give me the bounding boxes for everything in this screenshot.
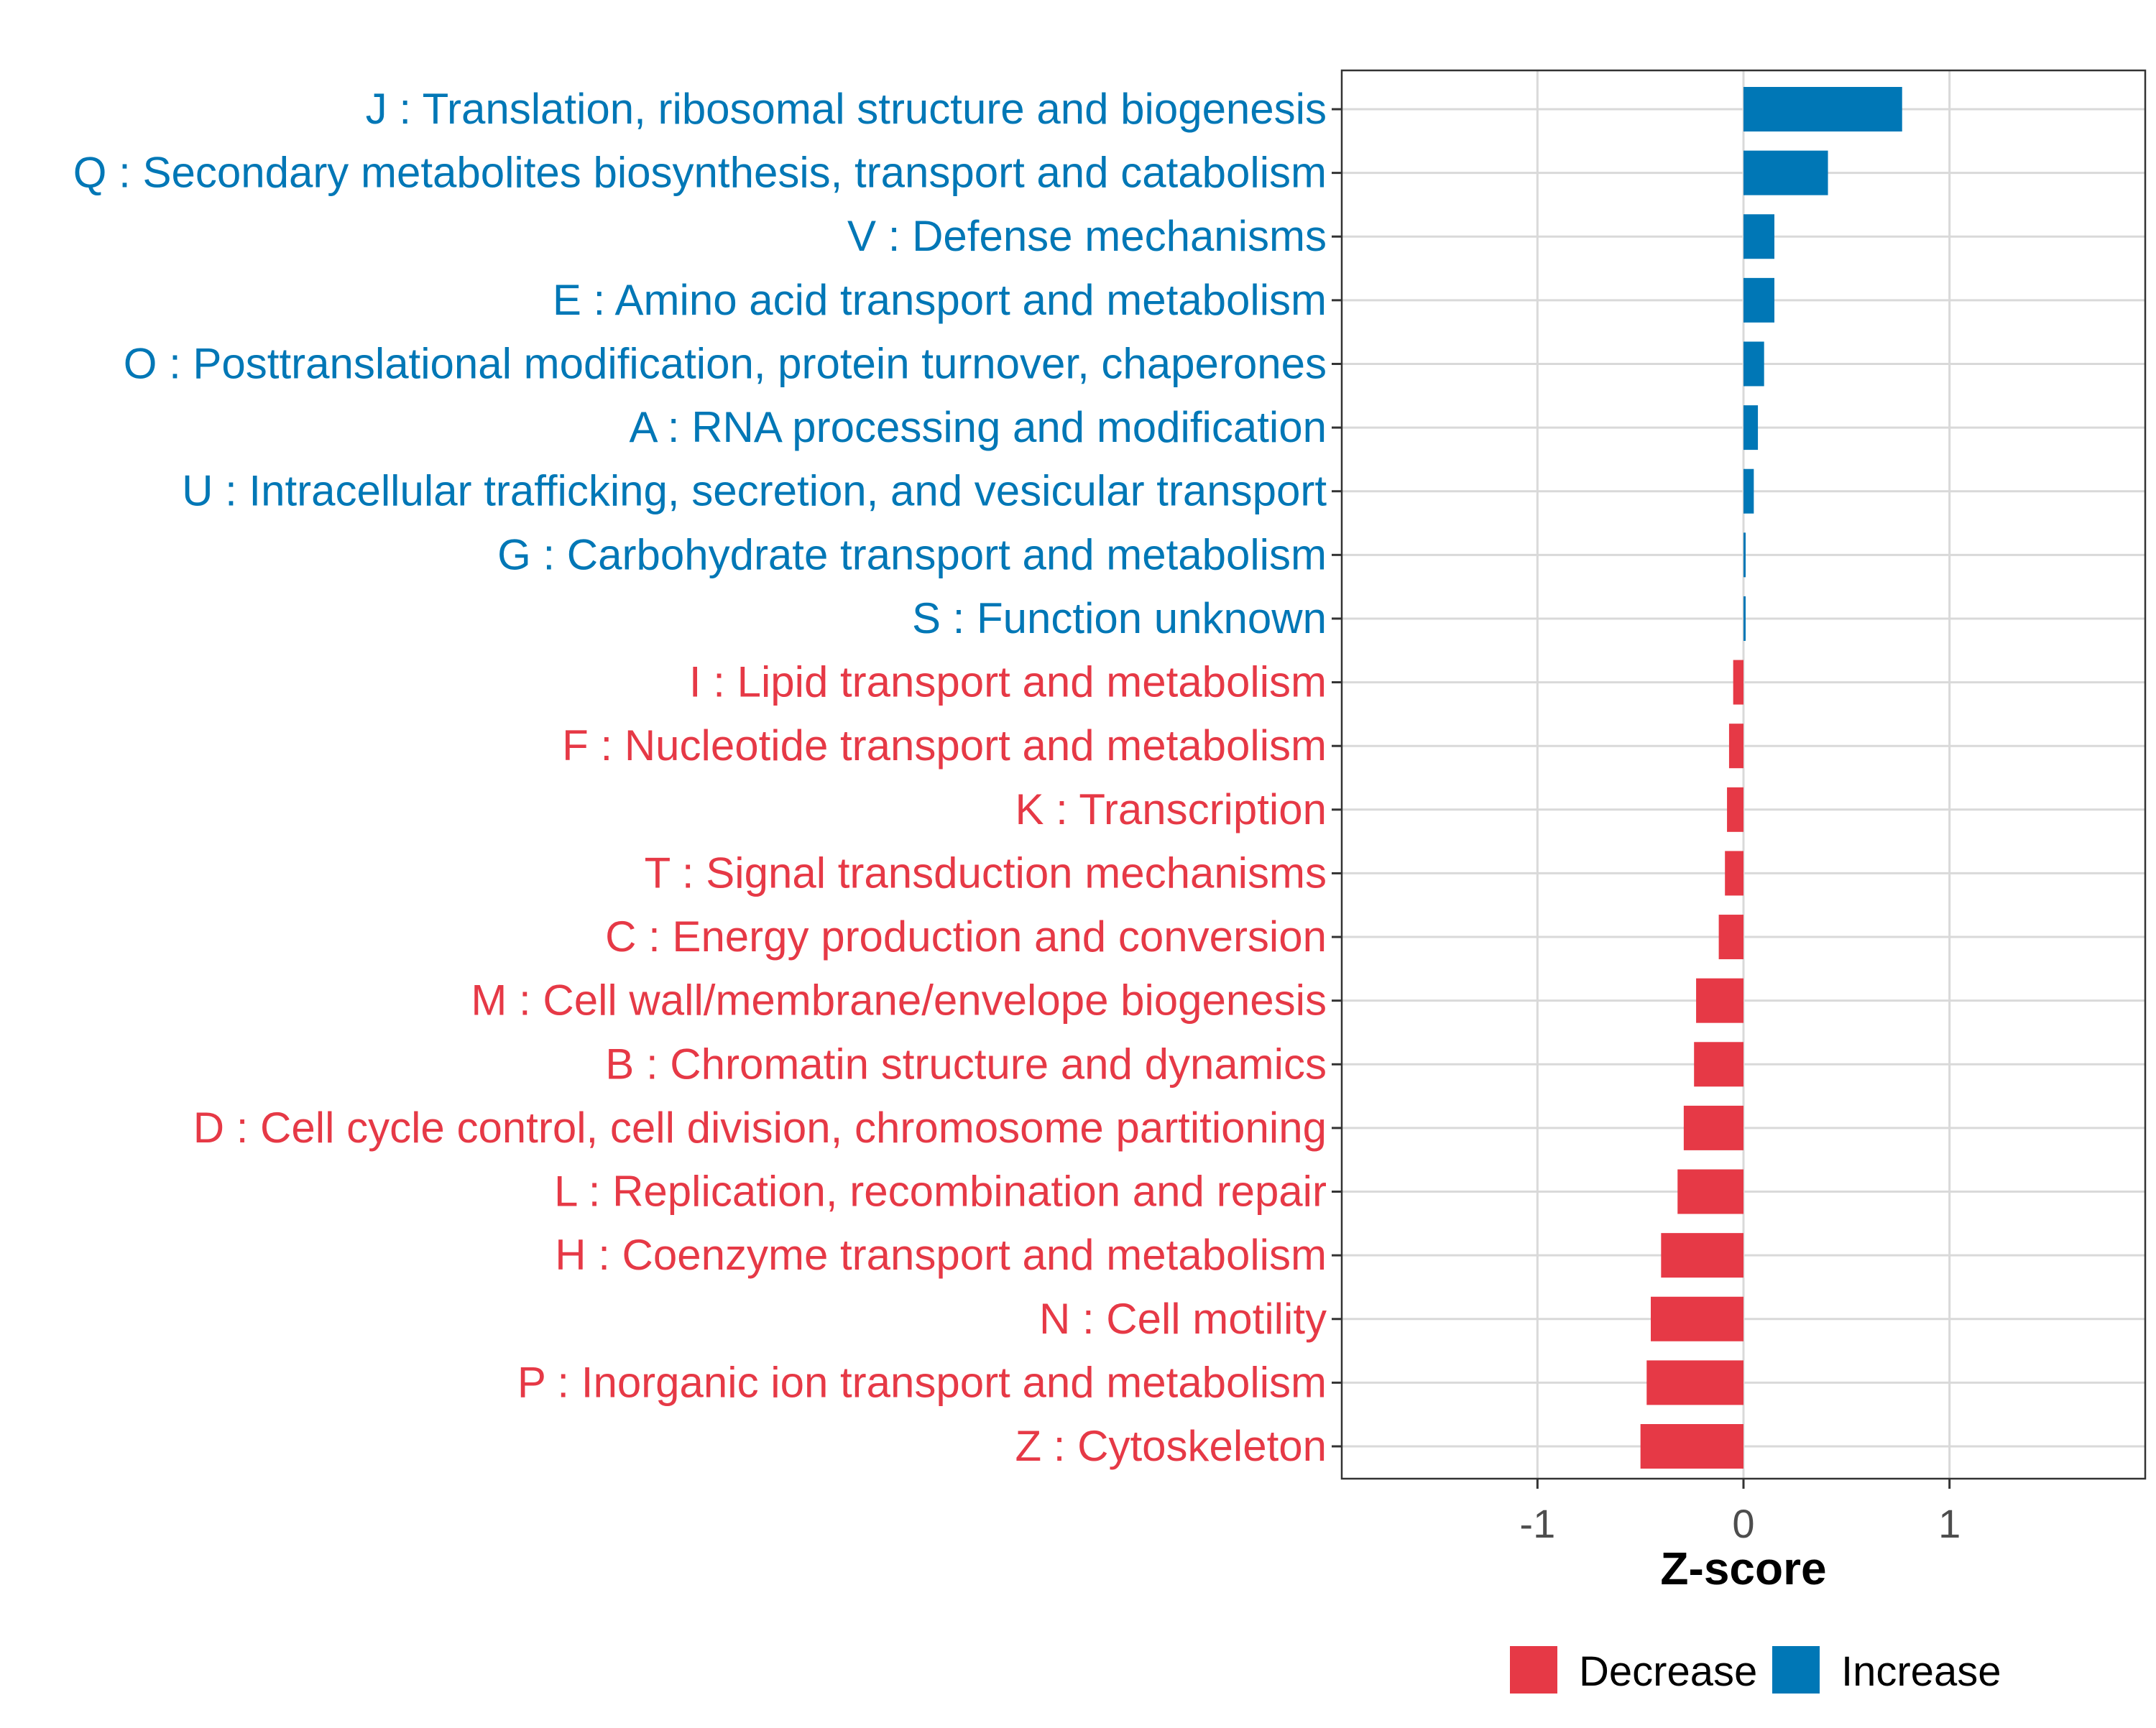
x-tick-label: 0 [1732,1501,1754,1546]
bar [1651,1296,1743,1341]
category-label: V : Defense mechanisms [847,212,1327,260]
bar [1640,1424,1743,1469]
category-label: I : Lipid transport and metabolism [689,658,1327,706]
category-label: B : Chromatin structure and dynamics [605,1040,1327,1088]
bar [1694,1042,1743,1087]
bar [1696,978,1743,1023]
x-axis-title: Z-score [1660,1543,1826,1594]
bar [1661,1233,1743,1278]
bar [1733,660,1743,705]
bar [1646,1360,1743,1405]
category-label: A : RNA processing and modification [629,403,1327,451]
x-tick-label: 1 [1938,1501,1961,1546]
bar [1743,214,1774,259]
legend-key-decrease [1510,1646,1557,1694]
bar [1728,724,1743,769]
category-label: P : Inorganic ion transport and metaboli… [517,1358,1327,1406]
bar [1743,341,1764,387]
category-labels: J : Translation, ribosomal structure and… [73,85,1327,1470]
bar [1743,277,1774,323]
bar [1743,468,1754,514]
category-label: F : Nucleotide transport and metabolism [562,721,1327,770]
bar [1743,87,1902,131]
y-ticks [1332,108,1342,1448]
category-label: M : Cell wall/membrane/envelope biogenes… [471,976,1327,1025]
bar [1727,787,1743,832]
category-label: N : Cell motility [1039,1295,1327,1343]
legend-label-decrease: Decrease [1579,1648,1757,1695]
category-label: T : Signal transduction mechanisms [645,849,1327,897]
category-label: U : Intracellular trafficking, secretion… [182,467,1327,515]
bar [1743,405,1759,451]
category-label: C : Energy production and conversion [605,912,1327,961]
category-label: G : Carbohydrate transport and metabolis… [497,530,1327,578]
bar [1683,1105,1743,1150]
category-label: Q : Secondary metabolites biosynthesis, … [73,149,1327,197]
legend-key-increase [1772,1646,1820,1694]
category-label: L : Replication, recombination and repai… [554,1168,1327,1216]
category-label: H : Coenzyme transport and metabolism [555,1231,1327,1279]
bar [1677,1169,1743,1214]
category-label: J : Translation, ribosomal structure and… [366,85,1327,133]
bars [1640,87,1902,1469]
legend: Decrease Increase [1510,1646,2001,1695]
category-label: S : Function unknown [912,594,1327,642]
bar [1743,150,1828,195]
category-label: K : Transcription [1015,785,1327,833]
category-label: D : Cell cycle control, cell division, c… [193,1104,1327,1152]
x-tick-label: -1 [1519,1501,1555,1546]
bar [1718,915,1743,960]
bar [1743,596,1746,641]
legend-label-increase: Increase [1841,1648,2001,1695]
bar [1743,532,1746,578]
category-label: Z : Cytoskeleton [1015,1422,1327,1470]
category-label: O : Posttranslational modification, prot… [124,339,1327,387]
category-label: E : Amino acid transport and metabolism [553,276,1327,324]
bar [1725,851,1743,896]
x-axis-ticks: -1 0 1 [1519,1479,1961,1546]
